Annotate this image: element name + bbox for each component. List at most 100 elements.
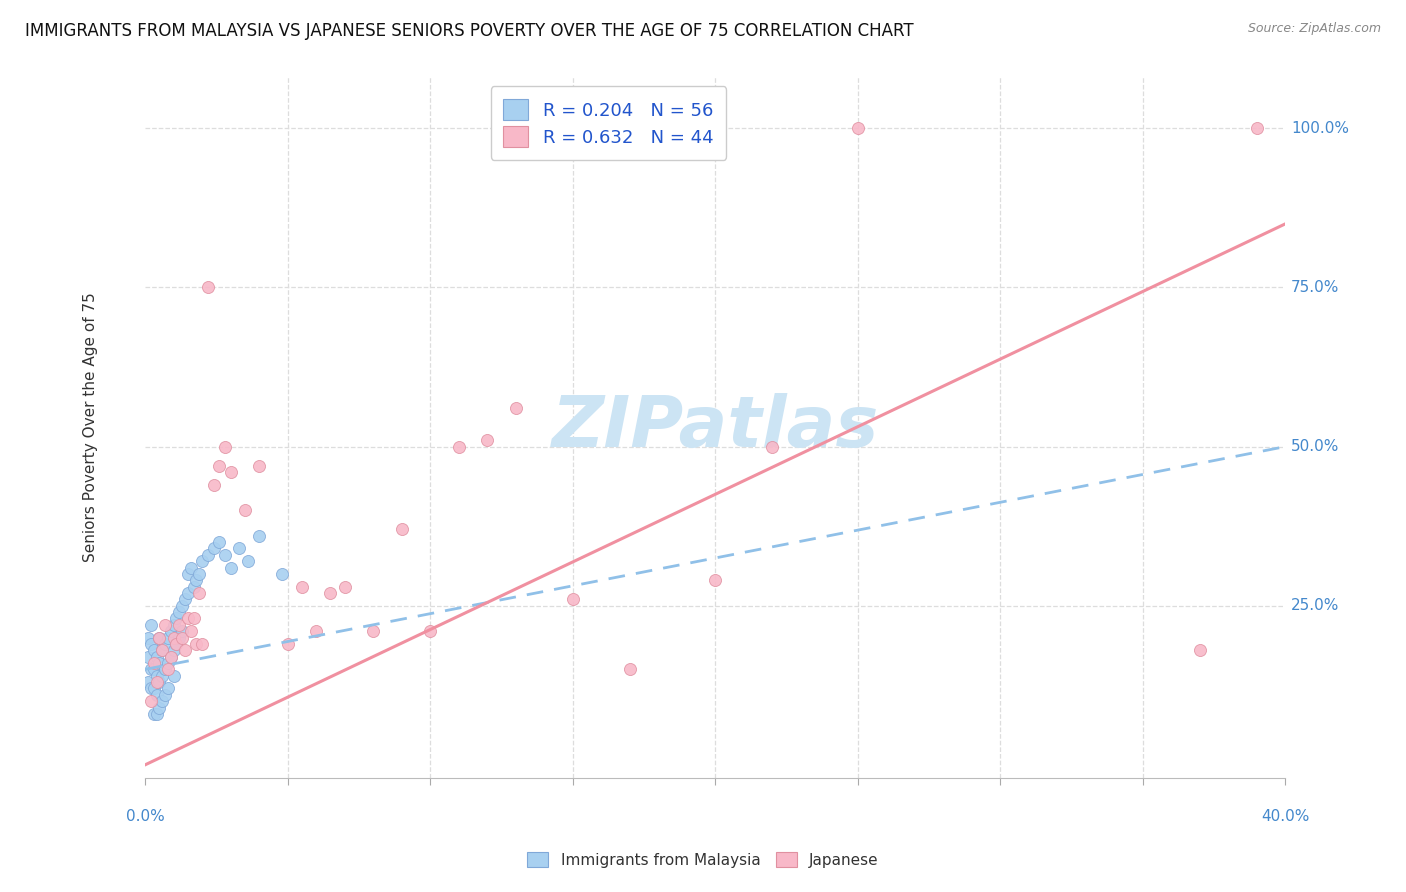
Point	[214, 440, 236, 454]
Legend: Immigrants from Malaysia, Japanese: Immigrants from Malaysia, Japanese	[519, 844, 887, 875]
Text: IMMIGRANTS FROM MALAYSIA VS JAPANESE SENIORS POVERTY OVER THE AGE OF 75 CORRELAT: IMMIGRANTS FROM MALAYSIA VS JAPANESE SEN…	[25, 22, 914, 40]
Point	[142, 643, 165, 657]
Point	[145, 688, 167, 702]
Point	[162, 643, 184, 657]
Point	[148, 700, 170, 714]
Point	[150, 643, 173, 657]
Text: ZIPatlas: ZIPatlas	[551, 393, 879, 462]
Point	[247, 458, 270, 473]
Point	[145, 649, 167, 664]
Point	[139, 681, 162, 696]
Point	[174, 592, 197, 607]
Point	[846, 121, 869, 136]
Point	[180, 624, 202, 639]
Point	[169, 617, 191, 632]
Point	[188, 586, 211, 600]
Point	[172, 631, 194, 645]
Point	[197, 280, 219, 294]
Point	[1246, 121, 1268, 136]
Point	[361, 624, 384, 639]
Point	[177, 586, 200, 600]
Point	[145, 706, 167, 721]
Point	[219, 560, 242, 574]
Point	[191, 554, 214, 568]
Point	[150, 643, 173, 657]
Point	[142, 706, 165, 721]
Point	[139, 694, 162, 708]
Point	[319, 586, 342, 600]
Point	[761, 440, 783, 454]
Point	[202, 541, 225, 556]
Point	[305, 624, 328, 639]
Legend: R = 0.204   N = 56, R = 0.632   N = 44: R = 0.204 N = 56, R = 0.632 N = 44	[491, 87, 725, 160]
Point	[148, 656, 170, 670]
Point	[177, 611, 200, 625]
Point	[197, 548, 219, 562]
Point	[228, 541, 250, 556]
Point	[162, 631, 184, 645]
Point	[505, 401, 527, 416]
Point	[148, 675, 170, 690]
Point	[136, 675, 159, 690]
Point	[150, 669, 173, 683]
Point	[172, 624, 194, 639]
Point	[208, 535, 231, 549]
Point	[162, 669, 184, 683]
Point	[145, 675, 167, 690]
Point	[172, 599, 194, 613]
Point	[136, 631, 159, 645]
Point	[333, 580, 356, 594]
Point	[148, 631, 170, 645]
Point	[139, 637, 162, 651]
Point	[142, 656, 165, 670]
Point	[183, 611, 205, 625]
Point	[159, 649, 181, 664]
Point	[477, 434, 499, 448]
Point	[169, 631, 191, 645]
Point	[188, 566, 211, 581]
Point	[236, 554, 259, 568]
Point	[202, 477, 225, 491]
Point	[136, 649, 159, 664]
Point	[139, 617, 162, 632]
Point	[159, 624, 181, 639]
Text: Source: ZipAtlas.com: Source: ZipAtlas.com	[1247, 22, 1381, 36]
Point	[191, 637, 214, 651]
Point	[150, 694, 173, 708]
Point	[162, 617, 184, 632]
Point	[704, 574, 727, 588]
Point	[156, 681, 179, 696]
Point	[153, 688, 176, 702]
Point	[271, 566, 294, 581]
Point	[166, 637, 188, 651]
Point	[561, 592, 583, 607]
Point	[153, 637, 176, 651]
Point	[247, 529, 270, 543]
Point	[159, 649, 181, 664]
Point	[447, 440, 470, 454]
Point	[142, 681, 165, 696]
Point	[219, 465, 242, 479]
Text: 40.0%: 40.0%	[1261, 809, 1309, 824]
Point	[1188, 643, 1211, 657]
Point	[156, 631, 179, 645]
Point	[214, 548, 236, 562]
Point	[419, 624, 441, 639]
Point	[208, 458, 231, 473]
Text: 75.0%: 75.0%	[1291, 280, 1340, 295]
Point	[142, 662, 165, 676]
Point	[169, 605, 191, 619]
Point	[180, 560, 202, 574]
Point	[619, 662, 641, 676]
Text: 0.0%: 0.0%	[125, 809, 165, 824]
Point	[186, 637, 208, 651]
Point	[291, 580, 314, 594]
Point	[148, 631, 170, 645]
Point	[166, 611, 188, 625]
Point	[174, 643, 197, 657]
Text: Seniors Poverty Over the Age of 75: Seniors Poverty Over the Age of 75	[83, 293, 98, 562]
Text: 100.0%: 100.0%	[1291, 120, 1350, 136]
Text: 25.0%: 25.0%	[1291, 599, 1340, 613]
Point	[177, 566, 200, 581]
Point	[145, 669, 167, 683]
